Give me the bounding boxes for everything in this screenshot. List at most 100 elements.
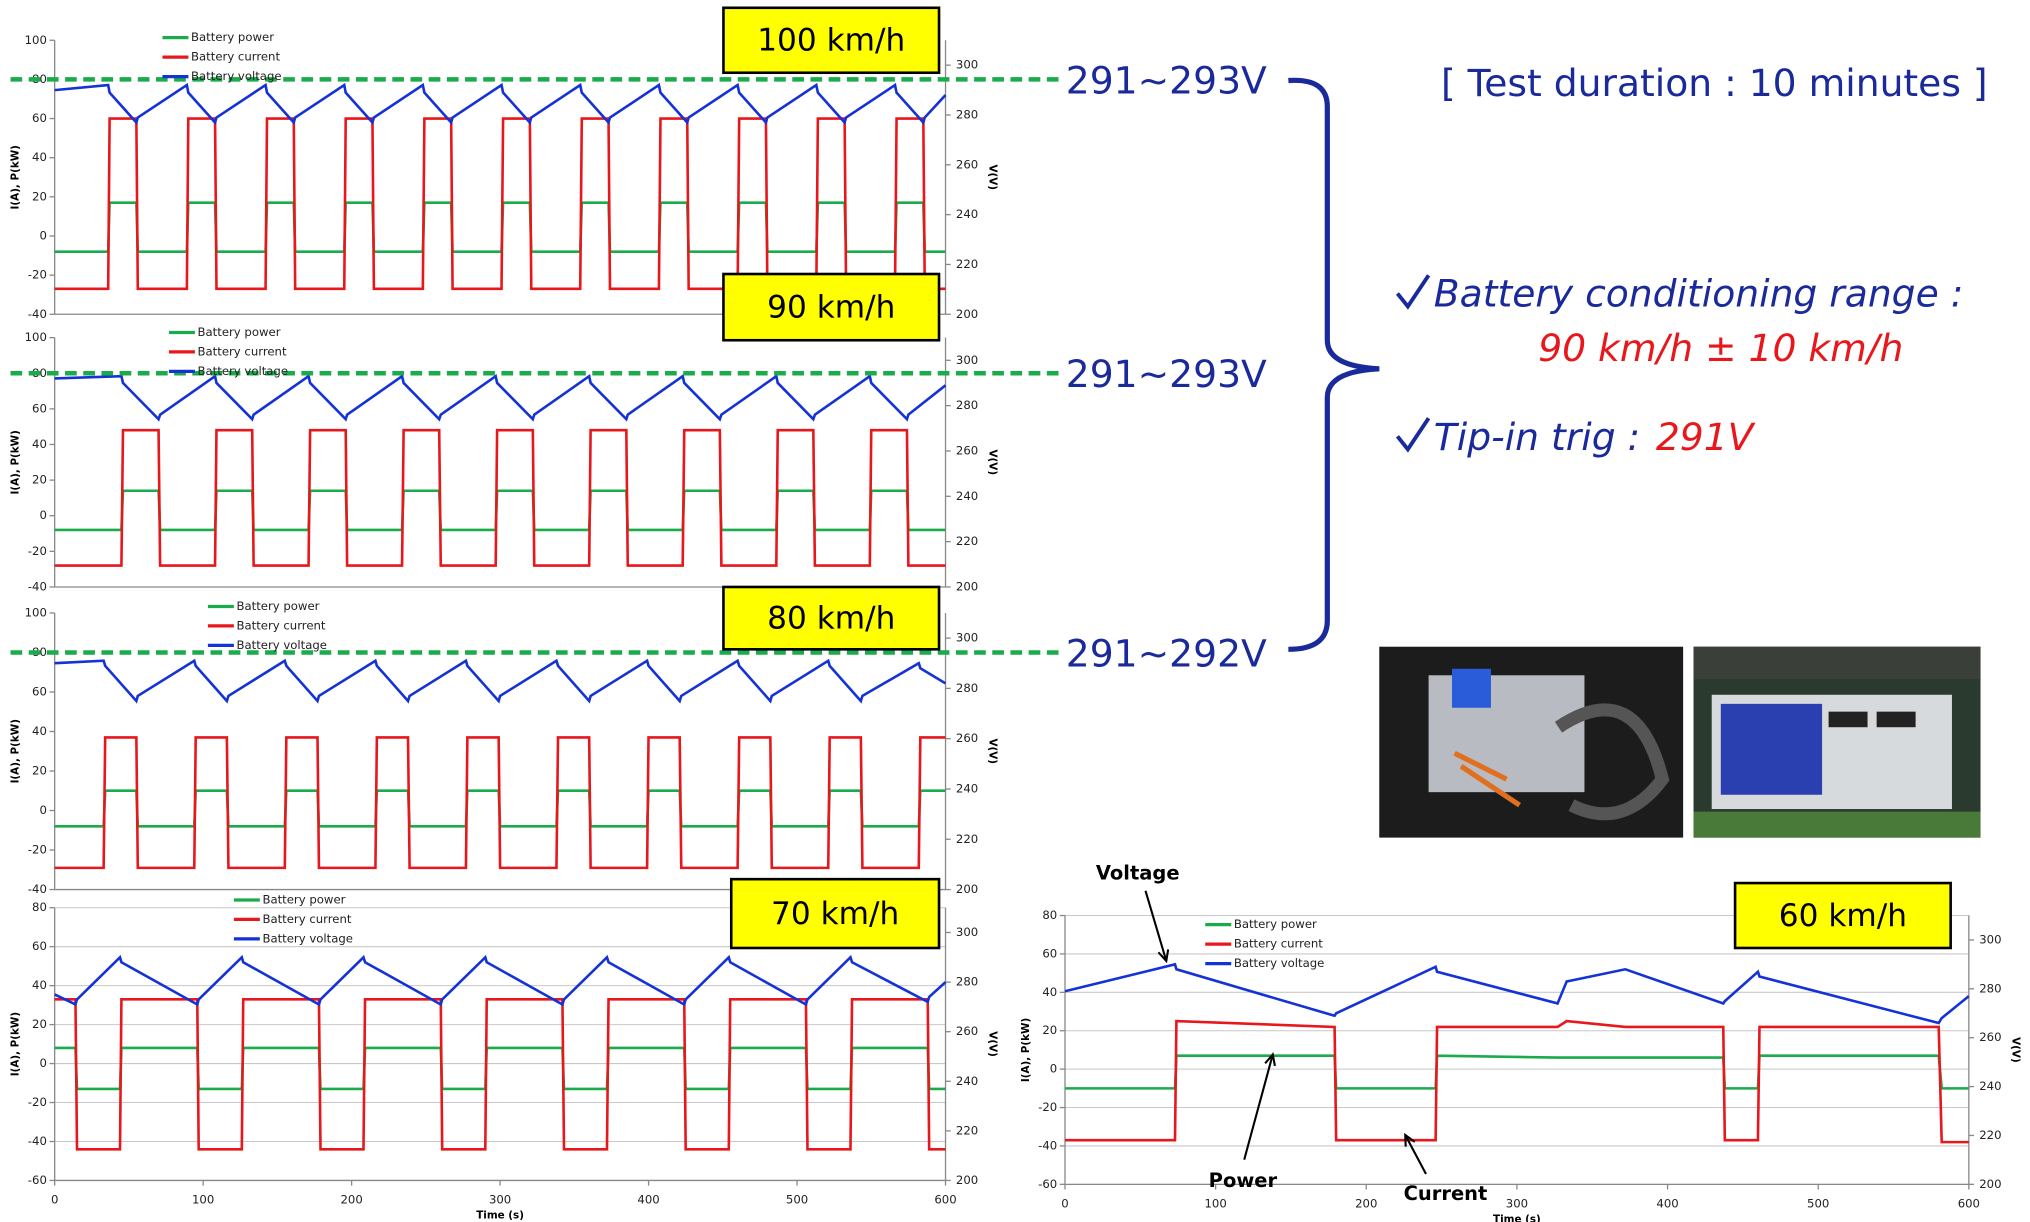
y-axis-label: I(A), P(kW): [10, 719, 22, 783]
y-tick-label: 20: [32, 189, 47, 203]
chart-title: 80 km/h: [767, 600, 895, 636]
x-tick-label: 0: [1061, 1196, 1068, 1210]
y-axis-label: I(A), P(kW): [10, 145, 22, 209]
y-tick-label: -60: [28, 1173, 47, 1187]
y2-tick-label: 260: [956, 731, 978, 745]
y2-tick-label: 280: [956, 107, 978, 121]
x-tick-label: 100: [1204, 1196, 1226, 1210]
test-duration: [ Test duration : 10 minutes ]: [1441, 61, 1988, 105]
y-tick-label: -40: [28, 1134, 47, 1148]
y2-tick-label: 260: [956, 157, 978, 171]
page: 291~293V 291~293V 291~292V [ Test durati…: [0, 0, 2030, 1222]
conditioning-value: 90 km/h ± 10 km/h: [1538, 326, 1903, 370]
legend-label: Battery current: [198, 344, 287, 358]
y2-axis-label: V(V): [986, 738, 998, 764]
y-tick-label: 0: [39, 803, 46, 817]
y-tick-label: 80: [32, 900, 47, 914]
x-axis-label: Time (s): [476, 1210, 524, 1222]
y2-tick-label: 260: [956, 443, 978, 457]
legend-label: Battery voltage: [191, 69, 282, 83]
y-tick-label: 40: [32, 437, 47, 451]
y-tick-label: 40: [32, 150, 47, 164]
y-tick-label: -60: [1038, 1177, 1057, 1191]
legend-label: Battery voltage: [198, 364, 289, 378]
y-tick-label: 60: [32, 111, 47, 125]
voltage-range: 291~293V: [1066, 59, 1267, 103]
y2-tick-label: 300: [1979, 932, 2001, 946]
annotation: Current: [1404, 1182, 1488, 1205]
y-tick-label: 60: [32, 684, 47, 698]
y2-tick-label: 200: [1979, 1177, 2001, 1191]
y2-tick-label: 300: [956, 631, 978, 645]
y2-tick-label: 280: [1979, 981, 2001, 995]
y2-tick-label: 240: [1979, 1079, 2001, 1093]
x-tick-label: 400: [1656, 1196, 1678, 1210]
y-tick-label: 40: [32, 978, 47, 992]
y2-tick-label: 260: [1979, 1030, 2001, 1044]
chart-title: 90 km/h: [767, 289, 895, 325]
legend-label: Battery current: [262, 912, 351, 926]
x-tick-label: 600: [1958, 1196, 1980, 1210]
y2-tick-label: 240: [956, 781, 978, 795]
x-tick-label: 500: [1807, 1196, 1829, 1210]
y-tick-label: 0: [39, 508, 46, 522]
y2-tick-label: 300: [956, 58, 978, 72]
legend-label: Battery current: [1234, 937, 1323, 951]
x-tick-label: 100: [192, 1192, 214, 1206]
x-tick-label: 600: [934, 1192, 956, 1206]
y-tick-label: -40: [28, 579, 47, 593]
y-axis-label: I(A), P(kW): [10, 1012, 22, 1076]
y-tick-label: 0: [1050, 1062, 1057, 1076]
y-tick-label: -20: [28, 544, 47, 558]
y-tick-label: 20: [32, 1017, 47, 1031]
y2-axis-label: V(V): [986, 1031, 998, 1057]
x-axis-label: Time (s): [1493, 1213, 1541, 1222]
y-tick-label: -20: [1038, 1100, 1057, 1114]
y-tick-label: -20: [28, 1095, 47, 1109]
y2-tick-label: 300: [956, 353, 978, 367]
y2-tick-label: 300: [956, 925, 978, 939]
y-tick-label: 0: [39, 228, 46, 242]
y-tick-label: 60: [32, 401, 47, 415]
photo: [1694, 647, 1981, 838]
y2-tick-label: 200: [956, 579, 978, 593]
y-tick-label: 60: [32, 939, 47, 953]
y2-tick-label: 240: [956, 1074, 978, 1088]
chart-title: 100 km/h: [757, 23, 905, 59]
y2-tick-label: 240: [956, 207, 978, 221]
y2-tick-label: 280: [956, 681, 978, 695]
y-tick-label: 100: [25, 330, 47, 344]
y2-tick-label: 240: [956, 489, 978, 503]
x-tick-label: 200: [340, 1192, 362, 1206]
y-tick-label: 60: [1042, 946, 1057, 960]
legend-label: Battery current: [191, 50, 280, 64]
y-tick-label: 0: [39, 1056, 46, 1070]
y-tick-label: 20: [32, 764, 47, 778]
voltage-range: 291~293V: [1066, 352, 1267, 396]
y2-tick-label: 200: [956, 882, 978, 896]
y2-tick-label: 220: [956, 1123, 978, 1137]
y2-tick-label: 220: [1979, 1128, 2001, 1142]
legend-label: Battery power: [236, 599, 319, 613]
y-axis-label: I(A), P(kW): [1020, 1018, 1032, 1082]
x-tick-label: 300: [489, 1192, 511, 1206]
x-tick-label: 200: [1355, 1196, 1377, 1210]
y2-tick-label: 280: [956, 398, 978, 412]
legend-label: Battery voltage: [236, 638, 327, 652]
y-axis-label: I(A), P(kW): [10, 430, 22, 494]
x-tick-label: 500: [786, 1192, 808, 1206]
legend-label: Battery power: [191, 30, 274, 44]
y-tick-label: 40: [32, 724, 47, 738]
y-tick-label: 100: [25, 33, 47, 47]
photo: [1379, 647, 1683, 838]
chart-title: 70 km/h: [771, 896, 899, 932]
legend-label: Battery power: [262, 892, 345, 906]
conditioning-label: Battery conditioning range :: [1434, 272, 1964, 316]
tip-in-label: Tip-in trig :: [1434, 414, 1640, 458]
y2-tick-label: 260: [956, 1024, 978, 1038]
annotation: Voltage: [1096, 861, 1180, 884]
voltage-range: 291~292V: [1066, 631, 1267, 675]
y-tick-label: 80: [1042, 908, 1057, 922]
y2-tick-label: 220: [956, 832, 978, 846]
y-tick-label: 40: [1042, 985, 1057, 999]
